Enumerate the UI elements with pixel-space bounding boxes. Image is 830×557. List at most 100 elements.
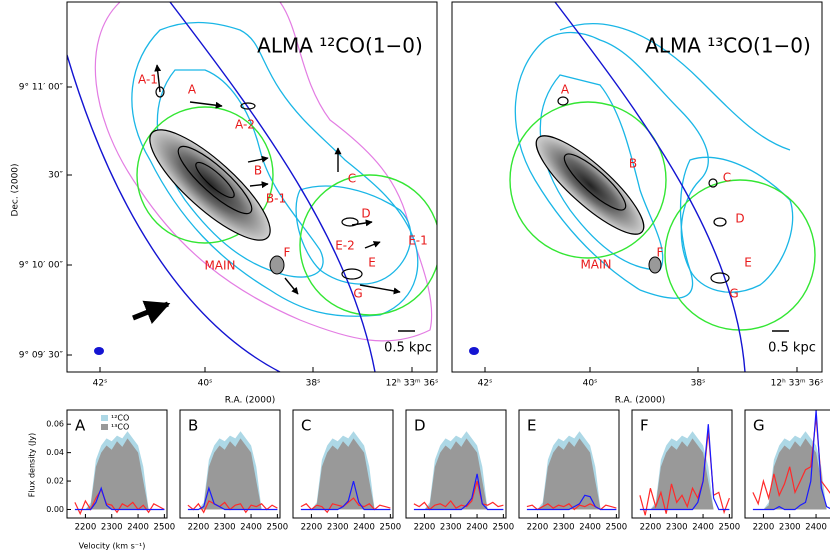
- x-tick-label: 2200: [301, 523, 323, 533]
- spectrum-line: [413, 473, 504, 511]
- panel-frame: [66, 409, 168, 519]
- x-tick-label: 2400: [692, 523, 714, 533]
- region-label: G: [729, 287, 738, 301]
- region-label: D: [735, 212, 744, 226]
- y-tick-label: 0.06: [46, 420, 64, 429]
- spectrum-line: [74, 486, 165, 511]
- ra-tick-label: 38ˢ: [306, 379, 321, 389]
- panel-frame: [405, 409, 507, 519]
- x-tick-label: 2300: [666, 523, 688, 533]
- ra-tick-label: 40ˢ: [198, 379, 213, 389]
- legend-label: ¹²CO: [111, 414, 129, 423]
- map-13co: [469, 2, 816, 372]
- region-label: E: [744, 256, 752, 270]
- scale-label: 0.5 kpc: [384, 341, 432, 356]
- x-tick-label: 2400: [240, 523, 262, 533]
- x-tick-label: 2200: [527, 523, 549, 533]
- region-label: G: [353, 287, 362, 301]
- region-label: E-1: [408, 234, 428, 248]
- region-label: A: [188, 83, 197, 97]
- x-tick-label: 2500: [154, 523, 176, 533]
- region-label: MAIN: [204, 259, 235, 273]
- map-12co: [67, 2, 437, 372]
- region-label: B: [254, 164, 262, 178]
- panel-title: D: [414, 417, 426, 435]
- x-tick-label: 2300: [214, 523, 236, 533]
- panel-title: B: [188, 417, 198, 435]
- spectrum-line: [187, 486, 278, 511]
- ra-tick-label: 12ʰ 33ᵐ 36ˢ: [386, 379, 439, 389]
- region-label: F: [657, 246, 664, 260]
- spectrum-line: [752, 409, 830, 511]
- ra-tick-label: 38ˢ: [691, 379, 706, 389]
- spectrum-area: [74, 438, 165, 510]
- ra-tick-label: 12ʰ 33ᵐ 36ˢ: [771, 379, 824, 389]
- x-tick-label: 2400: [805, 523, 827, 533]
- legend-swatch: [101, 424, 108, 430]
- x-tick-label: 2400: [579, 523, 601, 533]
- spectrum-area: [413, 438, 504, 510]
- spectrum-line: [300, 480, 391, 511]
- region-label: MAIN: [580, 258, 611, 272]
- spectrum-area: [526, 438, 617, 510]
- x-tick-label: 2200: [753, 523, 775, 533]
- x-tick-label: 2200: [640, 523, 662, 533]
- x-tick-label: 2300: [327, 523, 349, 533]
- x-tick-label: 2500: [719, 523, 741, 533]
- legend-label: ¹³CO: [111, 423, 129, 432]
- spectrum-line: [413, 480, 504, 511]
- x-tick-label: 2400: [353, 523, 375, 533]
- panel-title: F: [640, 417, 649, 435]
- x-tick-label: 2300: [553, 523, 575, 533]
- region-label: C: [348, 172, 356, 186]
- x-tick-label: 2300: [101, 523, 123, 533]
- spectrum-area: [300, 438, 391, 510]
- region-label: D: [361, 207, 370, 221]
- axis-label: R.A. (2000): [615, 396, 665, 406]
- region-label: F: [284, 246, 291, 260]
- region-label: B-1: [266, 192, 286, 206]
- spectrum-line: [752, 417, 830, 506]
- y-tick-label: 0.04: [46, 448, 64, 457]
- spectrum-line: [639, 424, 730, 511]
- panel-frame: [518, 409, 620, 519]
- panel-title: C: [301, 417, 311, 435]
- ra-tick-label: 42ˢ: [93, 379, 108, 389]
- y-tick-label: 0.02: [46, 477, 64, 486]
- panel-frame: [744, 409, 830, 519]
- panel-title: G: [753, 417, 765, 435]
- dec-tick-label: 9° 11′ 00″: [19, 83, 64, 93]
- region-label: A: [561, 83, 570, 97]
- axis-label: Flux density (Jy): [28, 433, 37, 497]
- dec-tick-label: 9° 09′ 30″: [19, 351, 64, 361]
- ra-tick-label: 40ˢ: [583, 379, 598, 389]
- x-tick-label: 2200: [414, 523, 436, 533]
- x-tick-label: 2200: [188, 523, 210, 533]
- map-frame: [66, 1, 438, 373]
- spectrum-line: [74, 488, 165, 516]
- x-tick-label: 2400: [466, 523, 488, 533]
- region-label: B: [629, 157, 637, 171]
- x-tick-label: 2500: [267, 523, 289, 533]
- dec-tick-label: 9° 10′ 00″: [19, 261, 64, 271]
- x-tick-label: 2300: [440, 523, 462, 533]
- axis-label: Velocity (km s⁻¹): [79, 542, 146, 551]
- map-frame: [451, 1, 823, 373]
- map-title: ALMA ¹²CO(1−0): [257, 34, 423, 58]
- panel-frame: [179, 409, 281, 519]
- region-label: E: [368, 256, 376, 270]
- region-label: A-1: [138, 73, 158, 87]
- x-tick-label: 2300: [779, 523, 801, 533]
- ra-tick-label: 42ˢ: [478, 379, 493, 389]
- scale-label: 0.5 kpc: [768, 341, 816, 356]
- spectrum-line: [526, 503, 617, 511]
- panel-frame: [292, 409, 394, 519]
- panel-title: A: [75, 417, 86, 435]
- region-label: C: [723, 171, 731, 185]
- map-title: ALMA ¹³CO(1−0): [645, 34, 811, 58]
- x-tick-label: 2400: [127, 523, 149, 533]
- spectrum-line: [526, 494, 617, 511]
- spectrum-line: [639, 431, 730, 516]
- panel-title: E: [527, 417, 536, 435]
- spectrum-line: [187, 500, 278, 514]
